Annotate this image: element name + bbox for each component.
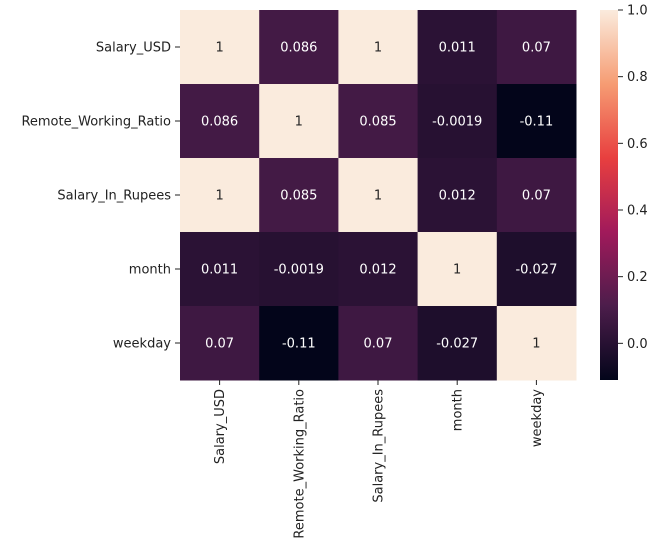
heatmap-cell: [417, 158, 498, 233]
cell-value-label: 0.011: [439, 41, 476, 56]
colorbar-tick-label: 0.6: [627, 137, 648, 152]
heatmap-cell: [259, 232, 339, 307]
heatmap-cell: [338, 84, 419, 159]
x-tick-label: Salary_USD: [213, 389, 228, 464]
x-axis: Salary_USD Remote_Working_Ratio Salary_In_…: [213, 380, 545, 539]
heatmap-cell: [417, 232, 498, 307]
x-tick-label: Salary_In_Rupees: [372, 389, 387, 503]
cell-value-label: 0.011: [201, 263, 238, 278]
x-tick-label: month: [451, 389, 466, 431]
heatmap-cell: [496, 306, 577, 381]
cell-value-label: -0.027: [515, 263, 557, 278]
heatmap-cell: [180, 10, 260, 85]
heatmap-cell: [496, 232, 577, 307]
heatmap-cells: [180, 10, 577, 381]
colorbar: 0.0 0.2 0.4 0.6 0.8 1.0: [600, 4, 648, 380]
heatmap-cell: [496, 10, 577, 85]
colorbar-tick-label: 0.0: [627, 337, 648, 352]
cell-value-label: 1: [215, 41, 223, 56]
y-tick-label: month: [129, 263, 171, 278]
cell-value-label: 0.07: [364, 337, 393, 352]
cell-value-label: 0.086: [201, 115, 238, 130]
cell-value-label: 1: [453, 263, 461, 278]
heatmap-cell: [259, 306, 339, 381]
colorbar-tick-label: 0.2: [627, 270, 648, 285]
cell-value-label: 0.085: [280, 189, 317, 204]
colorbar-tick-label: 0.4: [627, 204, 648, 219]
heatmap-cell: [180, 306, 260, 381]
y-tick-label: Remote_Working_Ratio: [21, 115, 171, 130]
heatmap-cell: [417, 306, 498, 381]
cell-value-label: 0.07: [205, 337, 234, 352]
y-tick-label: weekday: [113, 337, 171, 352]
heatmap-cell: [417, 10, 498, 85]
x-tick-label: Remote_Working_Ratio: [292, 389, 307, 539]
cell-value-label: 0.07: [522, 189, 551, 204]
cell-value-label: 1: [532, 337, 540, 352]
colorbar-tick-label: 0.8: [627, 70, 648, 85]
heatmap-cell: [180, 84, 260, 159]
heatmap-cell: [338, 306, 419, 381]
y-axis: Salary_USD Remote_Working_Ratio Salary_In_…: [21, 41, 180, 352]
cell-value-label: 0.085: [359, 115, 396, 130]
cell-value-label: -0.11: [520, 115, 554, 130]
heatmap-cell: [496, 158, 577, 233]
heatmap-cell: [338, 158, 419, 233]
cell-value-label: 0.012: [439, 189, 476, 204]
cell-value-label: 1: [374, 41, 382, 56]
cell-value-label: 1: [295, 115, 303, 130]
y-tick-label: Salary_USD: [96, 41, 171, 56]
heatmap-cell: [338, 10, 419, 85]
heatmap-cell: [496, 84, 577, 159]
colorbar-gradient: [600, 10, 618, 380]
x-tick-label: weekday: [530, 389, 545, 447]
cell-value-label: -0.027: [436, 337, 478, 352]
heatmap-cell: [417, 84, 498, 159]
cell-value-label: 1: [374, 189, 382, 204]
heatmap-cell: [259, 158, 339, 233]
heatmap-cell: [259, 10, 339, 85]
cell-value-label: -0.0019: [274, 263, 324, 278]
cell-value-label: -0.11: [282, 337, 316, 352]
cell-value-label: 0.086: [280, 41, 317, 56]
heatmap-cell: [180, 232, 260, 307]
heatmap-annotations: 1 0.086 1 0.011 0.07 0.086 1 0.085 -0.0019 -0.11 1…: [201, 41, 557, 352]
heatmap-cell: [338, 232, 419, 307]
cell-value-label: 1: [215, 189, 223, 204]
y-tick-label: Salary_In_Rupees: [57, 189, 171, 204]
cell-value-label: 0.012: [359, 263, 396, 278]
cell-value-label: -0.0019: [432, 115, 482, 130]
cell-value-label: 0.07: [522, 41, 551, 56]
heatmap-cell: [259, 84, 339, 159]
heatmap-cell: [180, 158, 260, 233]
colorbar-tick-label: 1.0: [627, 4, 648, 19]
